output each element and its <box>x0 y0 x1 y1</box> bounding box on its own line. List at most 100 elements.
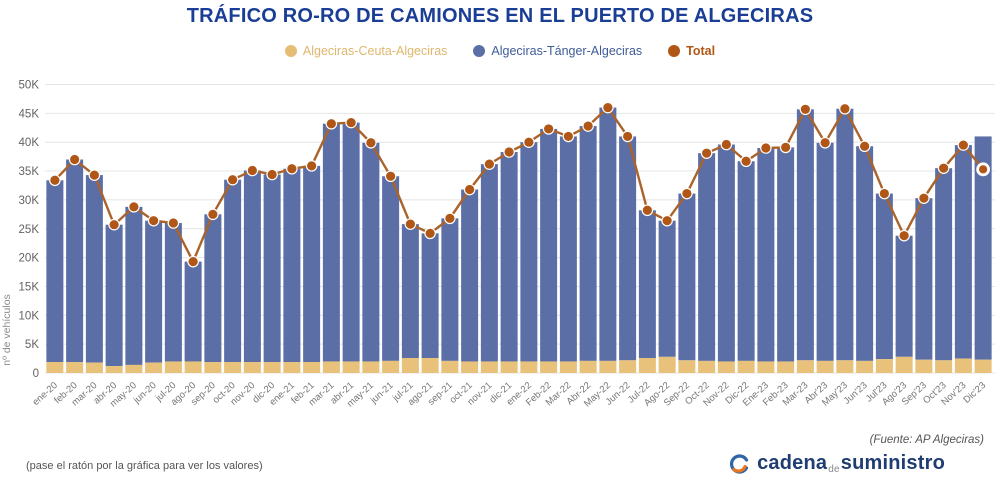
bar-ceuta-Sep-22[interactable] <box>678 360 696 373</box>
total-dot-Jun-22[interactable] <box>621 130 634 143</box>
bar-ceuta-May'23[interactable] <box>836 360 854 373</box>
bar-tanger-Oct-22[interactable] <box>698 153 716 361</box>
bar-tanger-feb-21[interactable] <box>303 165 321 363</box>
bar-tanger-ene-20[interactable] <box>46 180 64 363</box>
total-dot-Nov-22[interactable] <box>720 138 733 151</box>
bar-tanger-Mar-22[interactable] <box>559 136 577 362</box>
bar-tanger-May-22[interactable] <box>599 107 617 361</box>
bar-tanger-Jul'23[interactable] <box>875 193 893 360</box>
bar-tanger-dic-20[interactable] <box>263 174 281 363</box>
total-dot-sep-20[interactable] <box>207 208 219 221</box>
bar-ceuta-abr-20[interactable] <box>105 366 123 373</box>
bar-ceuta-Jun-22[interactable] <box>619 360 637 373</box>
total-dots[interactable] <box>49 101 991 268</box>
total-dot-abr-21[interactable] <box>345 116 357 129</box>
total-dot-oct-20[interactable] <box>226 173 239 186</box>
total-dot-Oct-22[interactable] <box>700 147 713 159</box>
bar-ceuta-feb-20[interactable] <box>66 362 84 373</box>
bar-tanger-Jun-22[interactable] <box>619 136 637 361</box>
bar-tanger-jun-21[interactable] <box>382 176 400 361</box>
total-dot-Sep'23[interactable] <box>918 192 930 204</box>
bar-tanger-abr-20[interactable] <box>105 224 123 367</box>
total-dot-may-21[interactable] <box>365 136 377 149</box>
total-dot-ene-21[interactable] <box>286 162 298 175</box>
bar-ceuta-ago-21[interactable] <box>421 357 439 373</box>
bar-ceuta-nov-21[interactable] <box>480 361 498 373</box>
total-dot-Mar-23[interactable] <box>799 103 812 116</box>
bar-ceuta-ene-22[interactable] <box>520 361 538 373</box>
cadena-de-suministro-logo[interactable]: cadenadesuministro <box>728 452 945 475</box>
total-dot-Jun'23[interactable] <box>858 140 871 153</box>
total-dot-May-22[interactable] <box>602 101 614 114</box>
bar-ceuta-nov-20[interactable] <box>243 362 261 373</box>
bar-tanger-Jun'23[interactable] <box>856 146 874 361</box>
bar-ceuta-Abr-22[interactable] <box>579 360 597 373</box>
total-dot-Dic'23[interactable] <box>976 162 991 177</box>
bar-tanger-Feb-22[interactable] <box>540 128 558 362</box>
bar-ceuta-Ago'23[interactable] <box>895 356 913 373</box>
bar-ceuta-Sep'23[interactable] <box>915 359 933 373</box>
total-dot-Sep-22[interactable] <box>681 187 693 200</box>
total-dot-Feb-23[interactable] <box>779 141 792 154</box>
total-dot-jun-21[interactable] <box>384 170 397 183</box>
bar-tanger-may-20[interactable] <box>125 206 143 365</box>
bar-tanger-Sep-22[interactable] <box>678 193 696 361</box>
bar-tanger-jul-20[interactable] <box>164 222 182 362</box>
total-dot-nov-21[interactable] <box>483 158 496 170</box>
total-dot-jul-21[interactable] <box>404 218 417 230</box>
bar-tanger-may-21[interactable] <box>362 142 380 362</box>
bar-ceuta-Dic-22[interactable] <box>737 360 755 373</box>
bar-ceuta-ene-20[interactable] <box>46 362 64 373</box>
total-dot-May'23[interactable] <box>839 102 851 115</box>
total-dot-ago-20[interactable] <box>187 255 199 268</box>
bar-ceuta-ago-20[interactable] <box>184 361 202 373</box>
bar-ceuta-jun-21[interactable] <box>382 360 400 373</box>
bar-tanger-Dic'23[interactable] <box>974 136 992 360</box>
bar-ceuta-Oct-22[interactable] <box>698 360 716 373</box>
bar-ceuta-Nov-22[interactable] <box>717 361 735 373</box>
total-dot-mar-21[interactable] <box>325 117 338 130</box>
total-dot-dic-21[interactable] <box>503 146 515 158</box>
bar-tanger-ene-22[interactable] <box>520 142 538 362</box>
bar-ceuta-jul-21[interactable] <box>401 357 419 373</box>
bar-ceuta-may-20[interactable] <box>125 364 143 373</box>
bar-ceuta-jun-20[interactable] <box>145 362 163 373</box>
bar-ceuta-jul-20[interactable] <box>164 361 182 373</box>
bar-ceuta-may-21[interactable] <box>362 361 380 373</box>
bar-tanger-mar-20[interactable] <box>85 175 103 363</box>
bar-tanger-Ago-22[interactable] <box>658 220 676 357</box>
bar-tanger-Sep'23[interactable] <box>915 198 933 360</box>
total-dot-nov-20[interactable] <box>246 164 259 177</box>
bar-tanger-feb-20[interactable] <box>66 159 84 363</box>
total-dot-jul-20[interactable] <box>167 217 180 229</box>
bar-tanger-Oct'23[interactable] <box>935 168 953 361</box>
bar-tanger-Jul-22[interactable] <box>638 210 656 358</box>
bar-tanger-sep-21[interactable] <box>441 218 459 361</box>
bar-ceuta-feb-21[interactable] <box>303 362 321 373</box>
bar-tanger-nov-21[interactable] <box>480 164 498 362</box>
bar-ceuta-abr-21[interactable] <box>342 361 360 373</box>
bar-ceuta-Ene-23[interactable] <box>757 361 775 373</box>
bar-ceuta-dic-21[interactable] <box>500 361 518 373</box>
bar-tanger-abr-21[interactable] <box>342 122 360 362</box>
total-dot-Dic-22[interactable] <box>740 155 752 168</box>
bar-ceuta-Abr'23[interactable] <box>816 360 834 373</box>
bar-ceuta-Ago-22[interactable] <box>658 356 676 373</box>
total-dot-Abr-22[interactable] <box>582 120 594 132</box>
total-dot-Feb-22[interactable] <box>542 123 555 135</box>
bar-tanger-Nov'23[interactable] <box>954 145 972 359</box>
bar-tanger-mar-21[interactable] <box>322 123 340 362</box>
total-dot-Mar-22[interactable] <box>562 130 575 143</box>
bar-tanger-Mar-23[interactable] <box>796 109 814 361</box>
total-dot-feb-20[interactable] <box>68 153 81 166</box>
total-dot-jun-20[interactable] <box>147 214 160 227</box>
bar-tanger-Abr'23[interactable] <box>816 142 834 361</box>
bar-tanger-jun-20[interactable] <box>145 220 163 363</box>
bar-tanger-oct-21[interactable] <box>461 189 479 362</box>
total-dot-feb-21[interactable] <box>305 160 318 172</box>
bar-tanger-Dic-22[interactable] <box>737 161 755 361</box>
total-dot-oct-21[interactable] <box>463 183 476 196</box>
bar-tanger-Feb-23[interactable] <box>777 147 795 362</box>
total-dot-abr-20[interactable] <box>108 218 120 231</box>
